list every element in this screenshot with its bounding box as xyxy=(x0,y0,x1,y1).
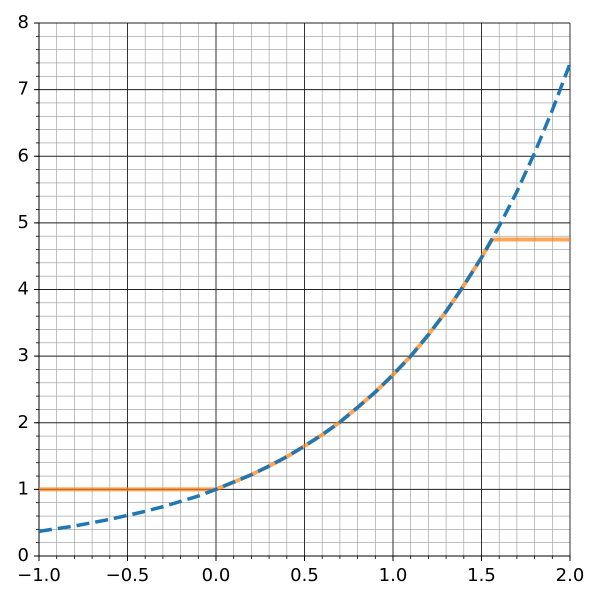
x-tick-label: −0.5 xyxy=(106,565,150,586)
y-tick-label: 8 xyxy=(18,12,29,33)
y-tick-label: 4 xyxy=(18,279,29,300)
line-series xyxy=(38,63,572,534)
y-tick-label: 7 xyxy=(18,79,29,100)
y-tick-label: 2 xyxy=(18,412,29,433)
y-tick-label: 3 xyxy=(18,345,29,366)
y-tick-label: 5 xyxy=(18,212,29,233)
x-tick-label: −1.0 xyxy=(17,565,61,586)
x-tick-label: 0.0 xyxy=(202,565,231,586)
y-tick-label: 6 xyxy=(18,145,29,166)
y-tick-label: 0 xyxy=(18,545,29,566)
x-tick-label: 1.5 xyxy=(467,565,496,586)
y-tick-label: 1 xyxy=(18,478,29,499)
x-tick-label: 1.0 xyxy=(379,565,408,586)
x-tick-label: 0.5 xyxy=(290,565,319,586)
x-tick-label: 2.0 xyxy=(556,565,585,586)
